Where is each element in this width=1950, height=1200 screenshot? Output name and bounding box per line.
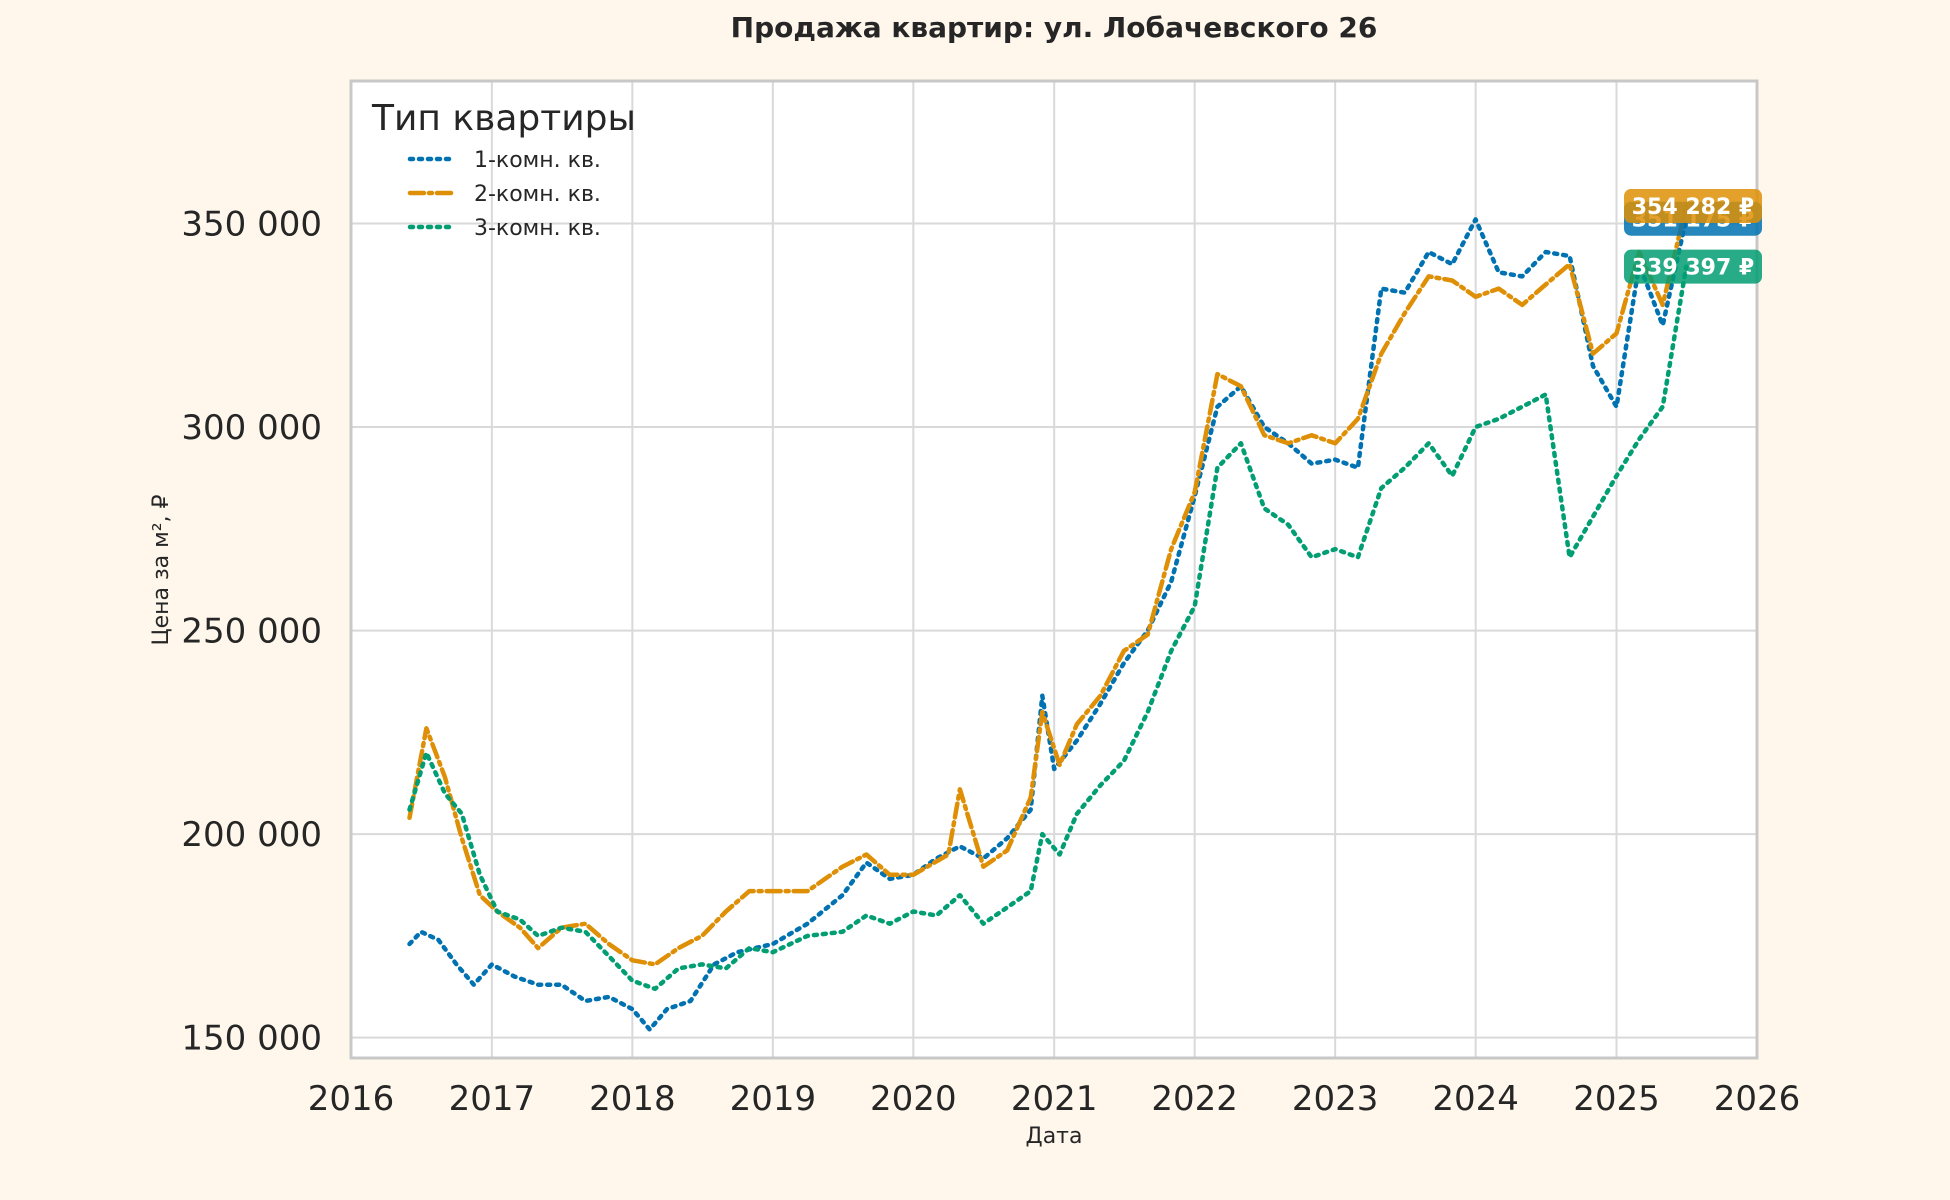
legend-label: 1-комн. кв. — [474, 148, 601, 173]
series-line-2 — [407, 203, 1689, 967]
x-tick-label: 2024 — [1432, 1079, 1519, 1119]
y-tick-label: 250 000 — [181, 612, 322, 652]
x-tick-label: 2016 — [308, 1079, 395, 1119]
last-value-badges: 351 175 ₽339 397 ₽354 282 ₽ — [1624, 189, 1762, 284]
series-line-3 — [407, 264, 1689, 992]
x-tick-label: 2018 — [589, 1079, 676, 1119]
y-tick-label: 150 000 — [181, 1019, 322, 1059]
badge-label: 354 282 ₽ — [1632, 195, 1754, 220]
plot-frame — [349, 79, 1759, 1060]
x-tick-label: 2021 — [1011, 1079, 1098, 1119]
x-tick-label: 2017 — [449, 1079, 536, 1119]
y-tick-label: 200 000 — [181, 815, 322, 855]
x-tick-label: 2022 — [1151, 1079, 1238, 1119]
x-tick-label: 2026 — [1714, 1079, 1801, 1119]
chart-title: Продажа квартир: ул. Лобачевского 26 — [731, 11, 1378, 44]
legend-label: 2-комн. кв. — [474, 182, 601, 207]
y-axis-title: Цена за м², ₽ — [149, 494, 174, 645]
y-tick-labels: 150 000 200 000 250 000 300 000 350 000 — [181, 204, 322, 1058]
series-line-1 — [407, 216, 1689, 1032]
badge-label: 339 397 ₽ — [1632, 256, 1754, 281]
last-value-badge: 354 282 ₽ — [1624, 189, 1762, 224]
y-tick-label: 350 000 — [181, 204, 322, 244]
badge-background — [1624, 189, 1762, 224]
legend-label: 3-комн. кв. — [474, 216, 601, 241]
badge-background — [1624, 249, 1762, 284]
last-value-badge: 339 397 ₽ — [1624, 249, 1762, 284]
x-tick-label: 2019 — [730, 1079, 817, 1119]
x-tick-label: 2023 — [1292, 1079, 1379, 1119]
x-tick-labels: 2016 2017 2018 2019 2020 2021 2022 2023 2024 2025… — [308, 1079, 1801, 1119]
legend-title: Тип квартиры — [371, 98, 636, 139]
x-tick-label: 2025 — [1573, 1079, 1660, 1119]
legend: Тип квартиры 1-комн. кв. 2-комн. кв. 3-ком… — [371, 98, 636, 241]
y-tick-label: 300 000 — [181, 408, 322, 448]
x-tick-label: 2020 — [870, 1079, 957, 1119]
series-lines — [407, 203, 1689, 1032]
x-axis-title: Дата — [1026, 1124, 1083, 1149]
